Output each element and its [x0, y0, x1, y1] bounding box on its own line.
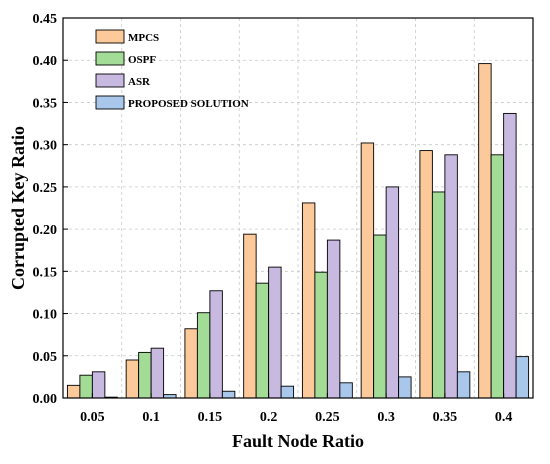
- legend-label: PROPOSED SOLUTION: [128, 98, 249, 110]
- x-axis: 0.05 0.1 0.15 0.2 0.25 0.3 0.35 0.4: [80, 393, 512, 425]
- bar-asr: [503, 112, 517, 399]
- plot-frame: [62, 17, 534, 399]
- bar-proposed-solution: [515, 356, 530, 399]
- bar-asr: [209, 290, 223, 399]
- bar-asr: [268, 266, 282, 399]
- legend-label: OSPF: [128, 54, 156, 66]
- bar-proposed-solution: [221, 390, 236, 399]
- legend-label: MPCS: [128, 32, 159, 44]
- bar-ospf: [314, 271, 328, 399]
- x-tick-label: 0.4: [495, 410, 513, 425]
- bar-ospf: [373, 234, 387, 399]
- bar-mpcs: [301, 202, 316, 399]
- y-tick-label: 0.40: [33, 54, 58, 69]
- legend: MPCS OSPF ASR PROPOSED SOLUTION: [95, 29, 249, 110]
- bar-proposed-solution: [339, 382, 353, 399]
- bar-asr: [326, 239, 341, 399]
- y-tick-label: 0.10: [33, 308, 58, 323]
- bar-asr: [444, 154, 458, 399]
- x-tick-label: 0.3: [377, 410, 395, 425]
- legend-label: ASR: [128, 76, 151, 88]
- bar-mpcs: [243, 233, 257, 399]
- x-axis-title: Fault Node Ratio: [232, 431, 364, 451]
- bar-mpcs: [125, 359, 140, 399]
- y-tick-label: 0.20: [33, 223, 58, 238]
- x-tick-label: 0.15: [198, 410, 223, 425]
- y-axis-title: Corrupted Key Ratio: [8, 126, 28, 290]
- bar-mpcs: [419, 150, 433, 399]
- bar-ospf: [490, 154, 505, 399]
- bar-ospf: [431, 191, 446, 399]
- bar-asr: [385, 186, 400, 399]
- bar-mpcs: [66, 384, 81, 399]
- legend-swatch: [95, 29, 125, 44]
- y-tick-label: 0.25: [33, 181, 58, 196]
- bar-proposed-solution: [398, 376, 412, 399]
- bar-mpcs: [360, 142, 375, 399]
- bar-mpcs: [184, 328, 198, 399]
- y-tick-label: 0.05: [33, 350, 58, 365]
- grid-lines: [63, 18, 533, 398]
- bar-proposed-solution: [456, 371, 471, 399]
- bar-ospf: [79, 374, 93, 399]
- y-tick-label: 0.15: [33, 265, 58, 280]
- y-axis: 0.00 0.05 0.10 0.15 0.20 0.25 0.30 0.35 0.40 0.45: [33, 12, 68, 407]
- bar-ospf: [138, 351, 152, 399]
- x-tick-label: 0.25: [315, 410, 340, 425]
- y-tick-label: 0.30: [33, 139, 58, 154]
- legend-swatch: [95, 95, 125, 110]
- bar-proposed-solution: [280, 385, 295, 399]
- bar-ospf: [255, 282, 270, 399]
- x-tick-label: 0.2: [260, 410, 278, 425]
- bar-mpcs: [478, 63, 492, 399]
- x-tick-label: 0.35: [433, 410, 458, 425]
- legend-swatch: [95, 51, 125, 66]
- bar-asr: [91, 371, 106, 399]
- bar-asr: [150, 347, 165, 399]
- x-tick-label: 0.1: [142, 410, 160, 425]
- y-tick-label: 0.35: [33, 96, 58, 111]
- y-tick-label: 0.45: [33, 12, 58, 27]
- legend-swatch: [95, 73, 125, 88]
- bar-ospf: [196, 312, 211, 399]
- y-tick-label: 0.00: [33, 392, 58, 407]
- x-tick-label: 0.05: [80, 410, 105, 425]
